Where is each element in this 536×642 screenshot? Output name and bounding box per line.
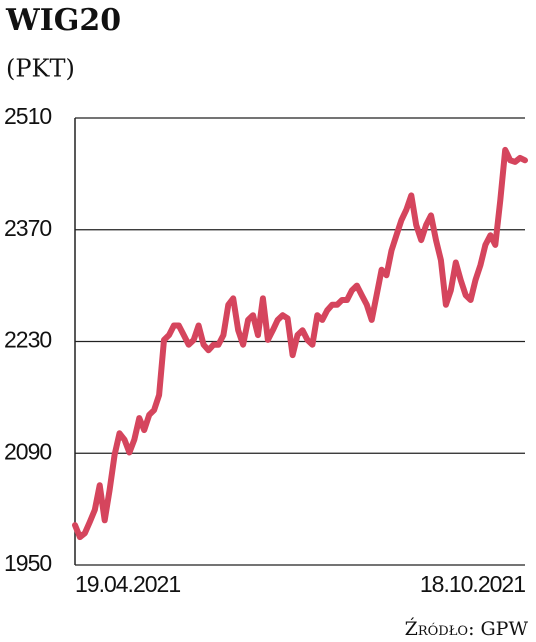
x-tick-label: 19.04.2021: [75, 571, 180, 597]
chart-title: WIG20: [5, 3, 121, 38]
y-tick-label: 2370: [4, 215, 51, 241]
source: Źródło: GPW: [405, 617, 529, 640]
data-line: [72, 146, 528, 541]
chart-subtitle: (PKT): [6, 55, 75, 83]
y-tick-label: 1950: [4, 550, 51, 576]
y-tick-label: 2090: [4, 438, 51, 464]
y-tick-label: 2230: [4, 327, 51, 353]
x-tick-label: 18.10.2021: [420, 571, 525, 597]
y-tick-label: 2510: [4, 103, 51, 129]
